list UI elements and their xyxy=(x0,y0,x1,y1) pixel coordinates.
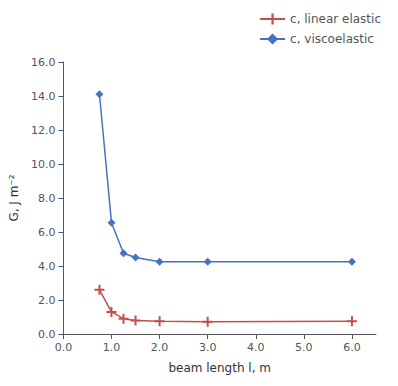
svg-text:12.0: 12.0 xyxy=(31,124,56,137)
svg-text:beam length l, m: beam length l, m xyxy=(168,361,271,375)
svg-text:2.0: 2.0 xyxy=(38,294,56,307)
svg-text:2.0: 2.0 xyxy=(151,341,169,354)
svg-text:10.0: 10.0 xyxy=(31,158,56,171)
svg-text:6.0: 6.0 xyxy=(38,226,56,239)
svg-text:4.0: 4.0 xyxy=(247,341,265,354)
svg-text:0.0: 0.0 xyxy=(38,328,56,341)
svg-text:G, J m⁻²: G, J m⁻² xyxy=(7,174,21,221)
svg-text:8.0: 8.0 xyxy=(38,192,56,205)
svg-text:1.0: 1.0 xyxy=(103,341,121,354)
svg-text:c, viscoelastic: c, viscoelastic xyxy=(290,32,374,46)
svg-text:3.0: 3.0 xyxy=(199,341,217,354)
svg-text:16.0: 16.0 xyxy=(31,56,56,69)
svg-text:c, linear elastic: c, linear elastic xyxy=(290,12,381,26)
svg-text:4.0: 4.0 xyxy=(38,260,56,273)
svg-text:0.0: 0.0 xyxy=(55,341,72,354)
svg-text:14.0: 14.0 xyxy=(31,90,56,103)
svg-text:5.0: 5.0 xyxy=(295,341,313,354)
svg-text:6.0: 6.0 xyxy=(343,341,361,354)
